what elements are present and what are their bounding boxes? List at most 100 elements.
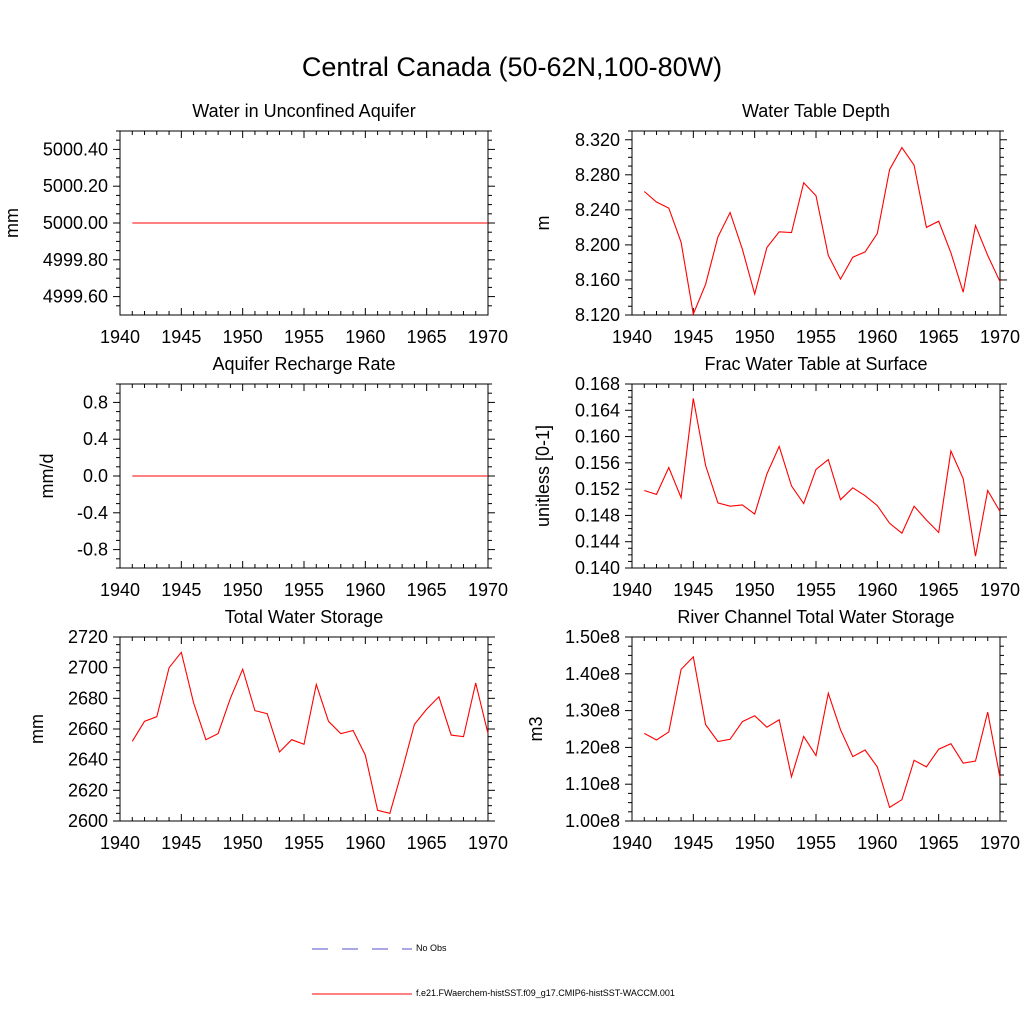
data-point (132, 222, 133, 223)
y-tick-label: 0.140 (575, 558, 620, 578)
data-point (815, 755, 816, 756)
data-point (705, 724, 706, 725)
y-tick-label: 0.8 (83, 392, 108, 412)
data-point (402, 770, 403, 771)
y-tick-label: 8.120 (575, 305, 620, 325)
data-point (377, 475, 378, 476)
data-point (963, 478, 964, 479)
x-tick-label: 1965 (407, 833, 447, 853)
data-point (156, 716, 157, 717)
y-tick-label: 0.156 (575, 453, 620, 473)
data-point (218, 222, 219, 223)
plot-frame (631, 130, 1001, 316)
x-tick-label: 1945 (161, 833, 201, 853)
data-point (852, 756, 853, 757)
data-point (742, 249, 743, 250)
y-tick-label: 5000.00 (43, 213, 108, 233)
data-point (889, 523, 890, 524)
data-point (840, 499, 841, 500)
series-line (131, 651, 489, 814)
data-point (766, 247, 767, 248)
data-point (279, 222, 280, 223)
x-tick-label: 1955 (796, 327, 836, 347)
y-tick-label: 2660 (68, 719, 108, 739)
data-point (316, 684, 317, 685)
data-point (754, 293, 755, 294)
data-point (316, 222, 317, 223)
data-point (938, 221, 939, 222)
data-point (487, 222, 488, 223)
data-point (730, 506, 731, 507)
x-tick-label: 1945 (673, 327, 713, 347)
data-point (230, 698, 231, 699)
data-point (766, 727, 767, 728)
data-point (693, 398, 694, 399)
data-point (279, 475, 280, 476)
data-point (717, 236, 718, 237)
data-point (328, 721, 329, 722)
data-point (680, 669, 681, 670)
data-point (754, 514, 755, 515)
data-point (328, 475, 329, 476)
data-point (181, 222, 182, 223)
data-point (999, 777, 1000, 778)
data-point (156, 222, 157, 223)
data-point (254, 222, 255, 223)
data-point (999, 281, 1000, 282)
data-point (644, 191, 645, 192)
x-tick-label: 1970 (980, 833, 1020, 853)
x-tick-label: 1955 (284, 833, 324, 853)
y-tick-label: 8.320 (575, 130, 620, 150)
data-point (730, 212, 731, 213)
x-tick-label: 1940 (100, 327, 140, 347)
data-point (475, 475, 476, 476)
data-point (963, 763, 964, 764)
legend-obs-label: No Obs (416, 943, 447, 953)
x-tick-label: 1970 (468, 833, 508, 853)
data-point (828, 693, 829, 694)
data-point (926, 227, 927, 228)
data-point (144, 222, 145, 223)
data-point (840, 729, 841, 730)
x-tick-label: 1950 (223, 580, 263, 600)
x-tick-label: 1965 (407, 327, 447, 347)
x-tick-label: 1960 (857, 833, 897, 853)
y-tick-label: 0.164 (575, 400, 620, 420)
plot-frame (631, 383, 1001, 569)
data-point (267, 475, 268, 476)
data-point (168, 475, 169, 476)
data-point (181, 652, 182, 653)
data-point (328, 222, 329, 223)
y-tick-label: -0.8 (77, 540, 108, 560)
data-point (487, 733, 488, 734)
y-tick-label: 2600 (68, 811, 108, 831)
x-tick-label: 1950 (223, 327, 263, 347)
data-point (365, 222, 366, 223)
data-point (987, 490, 988, 491)
data-point (451, 475, 452, 476)
data-point (901, 533, 902, 534)
x-tick-label: 1940 (612, 580, 652, 600)
data-point (475, 682, 476, 683)
x-tick-label: 1950 (223, 833, 263, 853)
data-point (181, 475, 182, 476)
data-point (987, 711, 988, 712)
x-tick-label: 1970 (980, 327, 1020, 347)
data-point (791, 485, 792, 486)
panel-5: Total Water Storage mm 1940 1945 1950 1955 196… (27, 607, 508, 853)
data-point (803, 503, 804, 504)
y-tick-label: 1.20e8 (565, 737, 620, 757)
data-point (791, 776, 792, 777)
data-point (303, 222, 304, 223)
data-point (279, 751, 280, 752)
y-tick-label: 0.144 (575, 532, 620, 552)
y-axis-label: mm (27, 714, 47, 744)
y-tick-label: 0.168 (575, 374, 620, 394)
series-line (643, 146, 1001, 317)
data-point (414, 222, 415, 223)
data-point (426, 708, 427, 709)
y-tick-label: 0.152 (575, 479, 620, 499)
x-tick-label: 1945 (161, 327, 201, 347)
data-point (377, 810, 378, 811)
data-point (693, 314, 694, 315)
